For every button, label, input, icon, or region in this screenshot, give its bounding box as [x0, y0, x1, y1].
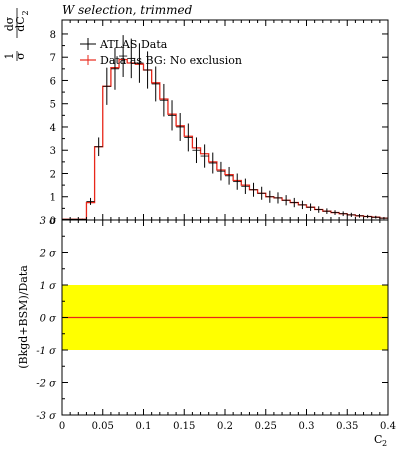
- y-label-sigma: σ: [14, 52, 27, 60]
- lower-y-tick-label-5: 2 σ: [39, 249, 58, 260]
- lower-y-tick-label-4: 1 σ: [40, 281, 58, 292]
- y-label-dsigma: dσ: [3, 16, 16, 31]
- legend-label-data-as-bg: Data as BG: No exclusion: [100, 54, 242, 67]
- x-axis-label: C 2: [374, 433, 387, 448]
- legend-entry-data-as-bg: Data as BG: No exclusion: [80, 54, 242, 67]
- x-tick-label-1: 0.05: [92, 421, 114, 432]
- plot-title: W selection, trimmed: [62, 3, 193, 17]
- x-tick-label-2: 0.1: [136, 421, 152, 432]
- upper-y-tick-label-7: 7: [50, 53, 56, 64]
- x-tick-label-0: 0: [59, 421, 65, 432]
- lower-y-tick-label-3: 0 σ: [40, 314, 58, 325]
- x-tick-label-3: 0.15: [173, 421, 195, 432]
- lower-y-tick-label-0: -3 σ: [36, 411, 57, 422]
- upper-y-tick-label-8: 8: [50, 30, 56, 41]
- upper-y-tick-label-2: 2: [50, 169, 56, 180]
- legend-label-atlas-data: ATLAS Data: [99, 38, 168, 51]
- upper-y-tick-label-3: 3: [50, 146, 56, 157]
- upper-y-tick-label-5: 5: [50, 100, 56, 111]
- upper-y-tick-label-1: 1: [50, 193, 56, 204]
- x-ticks: 0 0.05 0.1 0.15 0.2 0.25 0.3 0.35 0.4: [59, 20, 396, 432]
- lower-y-axis-label: (Bkgd+BSM)/Data: [17, 265, 30, 369]
- x-tick-label-7: 0.35: [336, 421, 358, 432]
- upper-plot-area: [62, 35, 388, 220]
- x-tick-label-4: 0.2: [217, 421, 233, 432]
- y-label-dc-subscript: 2: [21, 10, 30, 15]
- upper-y-tick-label-6: 6: [50, 76, 56, 87]
- y-label-dc: dC: [14, 16, 27, 31]
- x-tick-label-5: 0.25: [255, 421, 277, 432]
- x-tick-label-6: 0.3: [299, 421, 315, 432]
- legend-entry-atlas-data: ATLAS Data: [80, 38, 168, 51]
- upper-y-tick-label-0: 0: [50, 216, 56, 227]
- upper-y-axis-label: 1 σ dσ dC 2: [3, 8, 30, 61]
- lower-y-tick-label-2: -1 σ: [36, 346, 57, 357]
- x-tick-label-8: 0.4: [380, 421, 396, 432]
- legend: ATLAS Data Data as BG: No exclusion: [80, 38, 242, 67]
- y-label-one: 1: [3, 53, 16, 60]
- x-label-subscript: 2: [382, 439, 387, 448]
- lower-y-tick-label-6: 3 σ: [40, 216, 58, 227]
- x-label-c: C: [374, 433, 382, 446]
- lower-y-ticks: -3 σ -2 σ -1 σ 0 σ 1 σ 2 σ 3 σ: [36, 216, 388, 422]
- upper-panel-frame: [61, 19, 389, 221]
- upper-y-ticks: 0 1 2 3 4 5 6 7 8: [50, 30, 388, 227]
- lower-y-tick-label-1: -2 σ: [36, 379, 57, 390]
- upper-y-tick-label-4: 4: [50, 123, 56, 134]
